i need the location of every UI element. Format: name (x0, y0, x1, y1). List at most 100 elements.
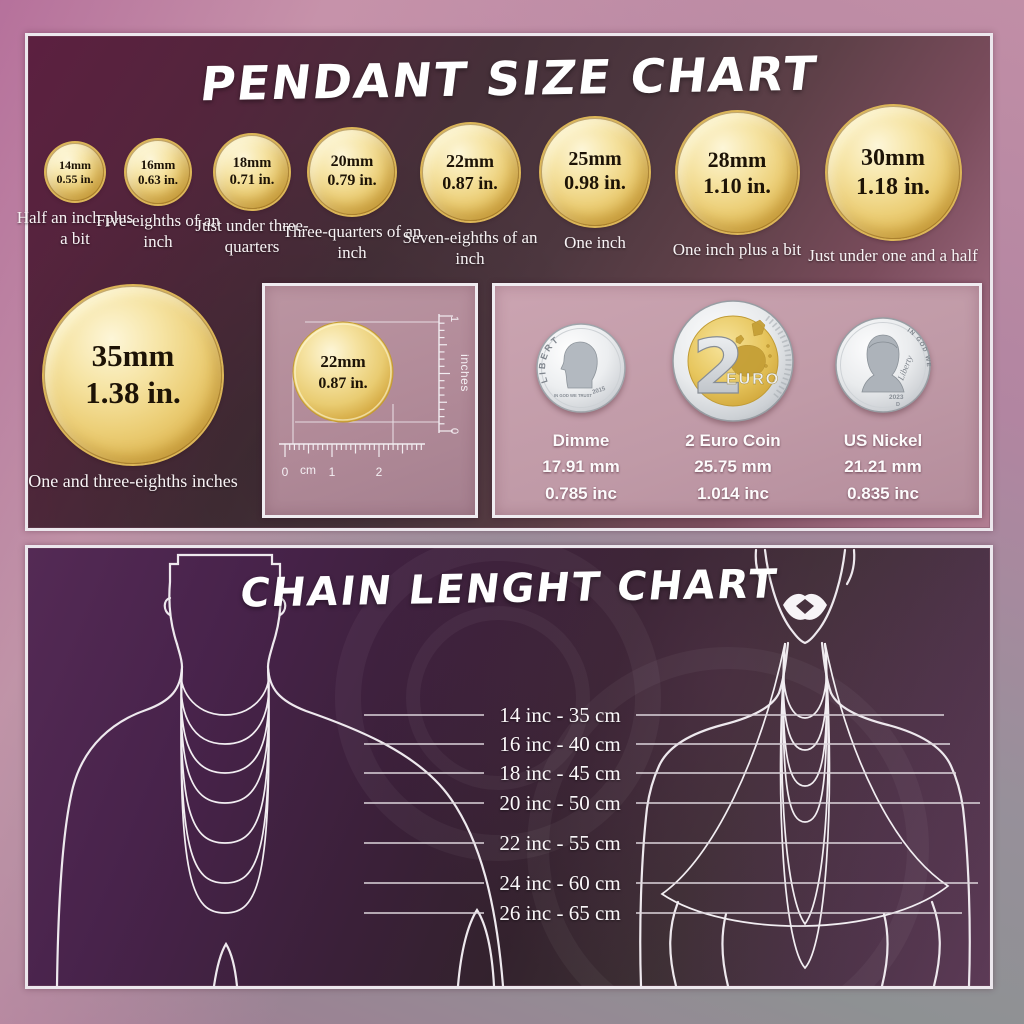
woman-bust-line (930, 900, 941, 986)
size-caption: One inch plus a bit (672, 240, 802, 259)
gold-disc-icon: 25mm 0.98 in. (541, 118, 649, 226)
ruler-size-mm: 22mm (320, 352, 365, 371)
gold-disc-icon: 20mm 0.79 in. (309, 129, 395, 215)
man-chain-loops (180, 667, 270, 914)
gold-disc-icon: 22mm 0.87 in. (421, 124, 519, 221)
coin-name: US Nickel (843, 431, 923, 450)
coin-in: 0.835 inc (847, 483, 919, 503)
chain-loop-26 (180, 667, 270, 914)
euro-map-shape (751, 319, 766, 337)
pendant-size-panel: PENDANT SIZE CHART 14mm 0.55 in. Half an… (17, 33, 993, 531)
dime-year: 2015 (592, 386, 607, 396)
dime-label: Dimme 17.91 mm 0.785 inc (506, 428, 656, 507)
chain-loop-20 (180, 667, 270, 804)
size-mm: 18mm (232, 154, 272, 171)
size-in: 0.63 in. (137, 172, 179, 187)
ruler-panel: 22mm 0.87 in. 1 0 inches 0 1 2 cm (262, 283, 478, 518)
woman-inner-arm (880, 912, 889, 986)
coin-mm: 25.75 mm (694, 457, 772, 477)
chain-loop-24 (780, 642, 830, 926)
chain-loop-24 (180, 667, 270, 884)
label-connector-lines (364, 714, 980, 914)
nickel-year: 2023 (889, 394, 904, 401)
nickel-hairline (868, 341, 898, 349)
chain-length-labels: 14 inc - 35 cm 16 inc - 40 cm 18 inc - 4… (499, 703, 620, 925)
euro-map-dot (766, 344, 770, 348)
pendant-size-item-16mm: 16mm 0.63 in. Five-eighths of an inch (93, 140, 223, 253)
chain-length-label: 18 inc - 45 cm (499, 761, 620, 785)
pendant-chart-title: PENDANT SIZE CHART (197, 46, 821, 113)
man-right-shoulder (266, 665, 505, 986)
size-in: 0.87 in. (442, 172, 498, 193)
dime-motto: IN GOD WE TRUST (554, 393, 592, 398)
chain-length-label: 20 inc - 50 cm (499, 791, 620, 815)
size-caption: One inch (564, 233, 626, 252)
man-jaw-line (175, 642, 184, 669)
size-in: 0.71 in. (229, 172, 275, 188)
euro-map (729, 319, 772, 377)
gold-disc-icon: 30mm 1.18 in. (826, 106, 960, 239)
size-caption: Half an inch plus a bit (16, 208, 134, 249)
cm-unit-label: cm (300, 463, 316, 477)
gold-disc-icon (292, 321, 394, 423)
woman-right-hair-wisp (845, 548, 856, 586)
size-caption: Just under three-quarters (195, 216, 309, 257)
inch-ruler-ticks (439, 315, 453, 432)
euro-map-shape (729, 345, 766, 377)
coin-comparison-panel: LIBERTY IN GOD WE TRUST 2015 (492, 283, 982, 518)
inch-tick-top: 1 (448, 316, 460, 322)
size-mm: 30mm (861, 145, 925, 172)
pendant-size-item-30mm: 30mm 1.18 in. Just under one and a half (793, 106, 993, 266)
chain-loop-22 (180, 667, 270, 844)
size-mm: 14mm (59, 157, 91, 172)
chain-length-diagram: 14 inc - 35 cm 16 inc - 40 cm 18 inc - 4… (55, 548, 980, 986)
size-caption: One and three-eighths inches (28, 471, 238, 491)
pendant-size-item-25mm: 25mm 0.98 in. One inch (520, 118, 670, 253)
size-in: 1.18 in. (855, 173, 930, 200)
woman-left-shoulder (639, 691, 781, 986)
cm-ruler-ticks (284, 444, 422, 457)
gold-disc-icon: 28mm 1.10 in. (676, 112, 798, 233)
coin-in: 1.014 inc (697, 483, 769, 503)
ruler-size-in: 0.87 in. (318, 375, 367, 392)
euro-map-dot (764, 364, 768, 368)
cm-tick-2: 2 (376, 465, 383, 479)
inch-unit-label: inches (458, 354, 469, 392)
dime-portrait (560, 341, 598, 389)
nickel-inner-ring (840, 322, 926, 408)
chain-length-label: 22 inc - 55 cm (499, 831, 620, 855)
euro-coin-icon: 2 EURO (672, 300, 794, 422)
woman-inner-arm (721, 912, 730, 986)
nickel-coin-icon: IN GOD WE TRUST Liberty 2023 D (833, 315, 931, 413)
man-left-armpit (212, 941, 239, 986)
coin-mm: 17.91 mm (542, 457, 620, 477)
woman-right-shoulder (829, 691, 971, 986)
size-in: 1.38 in. (85, 375, 181, 410)
size-mm: 22mm (446, 151, 494, 172)
chain-loop-16 (180, 667, 270, 745)
coin-in: 0.785 inc (545, 483, 617, 503)
chain-loop-20 (782, 642, 828, 823)
ruler-diagram: 22mm 0.87 in. 1 0 inches 0 1 2 cm (279, 314, 472, 479)
chain-loop-22 (660, 642, 950, 927)
gold-disc-icon: 18mm 0.71 in. (215, 135, 289, 209)
gold-disc-icon: 35mm 1.38 in. (44, 286, 222, 464)
man-right-ear (278, 596, 287, 617)
chain-loop-18 (180, 667, 270, 774)
gold-disc-icon: 16mm 0.63 in. (126, 140, 190, 204)
pendant-size-item-28mm: 28mm 1.10 in. One inch plus a bit (652, 112, 822, 260)
pendant-size-item-14mm: 14mm 0.55 in. Half an inch plus a bit (15, 143, 135, 250)
dime-coin-icon: LIBERTY IN GOD WE TRUST 2015 (535, 322, 626, 413)
euro-label: 2 Euro Coin 25.75 mm 1.014 inc (648, 428, 818, 507)
size-caption: Just under one and a half (808, 246, 978, 265)
euro-digit: 2 (692, 322, 745, 411)
mandala-ring (406, 606, 590, 790)
man-head-outline (168, 553, 282, 669)
nickel-portrait (861, 334, 905, 393)
mandala-ring (335, 548, 661, 861)
size-mm: 25mm (568, 148, 622, 171)
size-caption: Seven-eighths of an inch (402, 228, 538, 269)
size-caption: Three-quarters of an inch (282, 222, 422, 263)
size-mm: 35mm (91, 338, 175, 374)
euro-map-dot (768, 354, 772, 358)
